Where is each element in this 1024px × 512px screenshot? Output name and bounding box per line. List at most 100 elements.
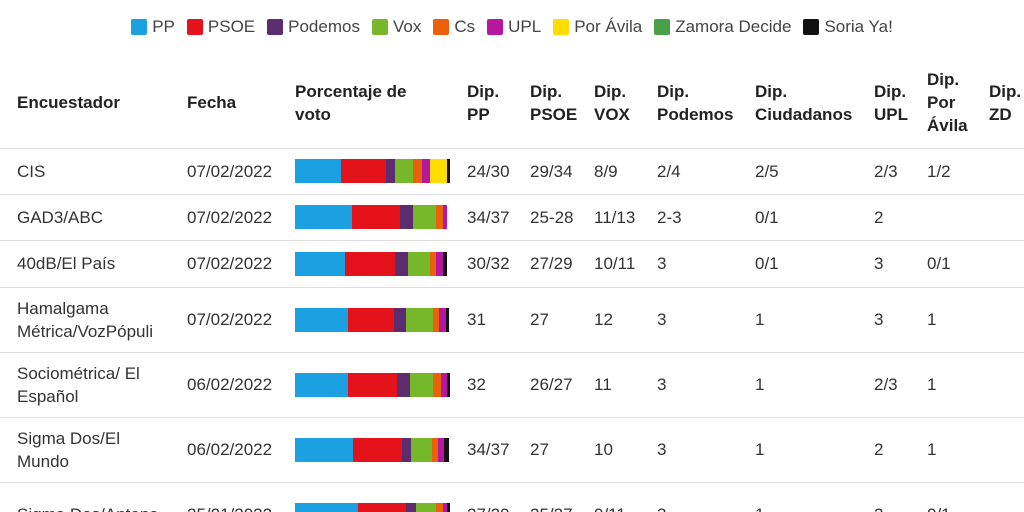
table-cell: 1 <box>927 375 937 394</box>
vote-segment <box>386 159 396 183</box>
table-cell: 30/32 <box>467 254 510 273</box>
legend-item: PP <box>131 17 175 37</box>
table-cell: 07/02/2022 <box>187 254 273 273</box>
table-cell: 26/27 <box>530 375 573 394</box>
legend-item: Por Ávila <box>553 17 642 37</box>
vote-bar <box>295 307 449 332</box>
vote-segment <box>295 307 349 332</box>
vote-segment <box>447 502 451 512</box>
row-divider <box>0 240 1024 241</box>
table-cell: 24/30 <box>467 161 510 181</box>
column-header: Dip. PP <box>467 82 500 124</box>
table-cell: 3 <box>657 503 666 512</box>
column-header: Dip. UPL <box>874 82 908 124</box>
vote-segment <box>406 502 416 512</box>
vote-segment <box>442 251 448 276</box>
vote-bar <box>295 251 448 276</box>
vote-bar <box>295 205 448 229</box>
table-cell: 3 <box>874 310 884 329</box>
vote-segment <box>395 251 409 276</box>
vote-segment <box>429 251 437 276</box>
legend-swatch <box>131 19 148 35</box>
table-cell: 0/1 <box>755 207 779 227</box>
column-header: Encuestador <box>17 93 120 112</box>
table-cell: 1 <box>927 310 937 329</box>
table-cell: 27 <box>530 310 549 329</box>
row-divider <box>0 482 1024 483</box>
vote-segment <box>408 251 430 276</box>
column-header: Dip. Ciudadanos <box>755 82 853 124</box>
table-cell: 3 <box>657 440 667 459</box>
vote-segment <box>406 307 434 332</box>
vote-bar <box>295 437 449 462</box>
table-cell: 07/02/2022 <box>187 207 273 227</box>
table-cell: 40dB/El País <box>17 254 116 273</box>
table-cell: 0/1 <box>755 254 779 273</box>
legend-swatch <box>487 19 504 35</box>
table-cell: 34/37 <box>467 207 510 227</box>
vote-segment <box>437 437 445 462</box>
table-cell: 07/02/2022 <box>187 161 273 181</box>
vote-segment <box>440 372 448 397</box>
vote-segment <box>295 372 349 397</box>
vote-segment <box>429 159 448 183</box>
column-header: Dip. PSOE <box>530 82 578 124</box>
vote-segment <box>295 159 341 183</box>
vote-segment <box>433 372 441 397</box>
table-cell: 31 <box>467 310 486 329</box>
table-cell: 27 <box>530 440 549 459</box>
table-cell: 2/5 <box>755 161 779 181</box>
table-cell: 1 <box>755 375 765 394</box>
row-divider <box>0 352 1024 353</box>
column-header: Dip. VOX <box>594 82 630 124</box>
vote-segment <box>442 205 448 229</box>
vote-segment <box>436 205 443 229</box>
vote-segment <box>411 437 432 462</box>
table-cell: 06/02/2022 <box>187 440 273 459</box>
vote-segment <box>295 251 346 276</box>
table-cell: 1 <box>927 440 937 459</box>
table-cell: 07/02/2022 <box>187 310 273 329</box>
table-cell: 2 <box>874 440 884 459</box>
vote-segment <box>433 307 440 332</box>
legend-swatch <box>803 19 820 35</box>
table-cell: 10 <box>594 440 613 459</box>
legend-swatch <box>553 19 570 35</box>
vote-segment <box>295 205 352 229</box>
vote-bar <box>295 372 451 397</box>
row-divider <box>0 148 1024 149</box>
vote-segment <box>415 502 437 512</box>
table-cell: 25/27 <box>530 503 573 512</box>
vote-segment <box>397 372 410 397</box>
table-cell: 12 <box>594 310 613 329</box>
table-cell: 2/4 <box>657 161 681 181</box>
table-cell: 8/9 <box>594 161 618 181</box>
legend-item: Podemos <box>267 17 360 37</box>
table-cell: 25/01/2022 <box>187 503 272 512</box>
column-header: Fecha <box>187 93 237 112</box>
column-header: Porcentaje de voto <box>295 82 407 124</box>
vote-segment <box>351 205 401 229</box>
vote-segment <box>393 307 407 332</box>
legend-item: Vox <box>371 17 421 37</box>
table-cell: 25-28 <box>530 207 574 227</box>
table-cell: Hamalgama Métrica/VozPópuli <box>17 298 154 341</box>
table-cell: 3 <box>657 254 667 273</box>
vote-bar <box>295 502 451 512</box>
table-cell: 2/3 <box>874 161 898 181</box>
legend-swatch <box>371 19 388 35</box>
legend-item: Soria Ya! <box>803 17 893 37</box>
table-cell: 1/2 <box>927 161 951 181</box>
vote-segment <box>401 437 412 462</box>
legend-label: Soria Ya! <box>824 17 893 36</box>
legend-label: UPL <box>508 17 542 36</box>
vote-segment <box>447 372 451 397</box>
table-cell: CIS <box>17 161 46 181</box>
row-divider <box>0 194 1024 195</box>
table-cell: 0/1 <box>927 503 951 512</box>
vote-segment <box>340 159 387 183</box>
table-cell: 2 <box>874 503 883 512</box>
legend-item: PSOE <box>186 17 255 37</box>
